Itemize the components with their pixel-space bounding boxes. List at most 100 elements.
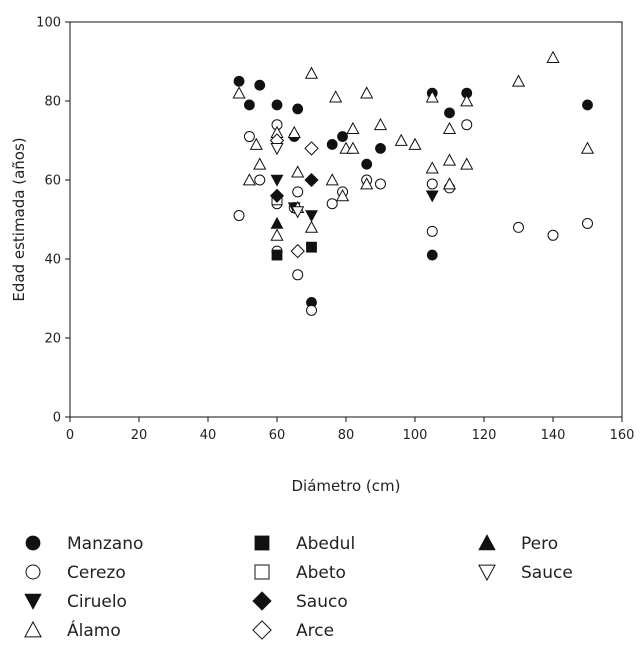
x-tick-label: 140 — [541, 428, 566, 443]
point-alamo — [329, 90, 343, 103]
point-alamo — [360, 177, 374, 190]
point-alamo — [270, 228, 284, 241]
point-manzano — [337, 131, 348, 142]
point-sauce — [270, 143, 284, 156]
legend-marker-abedul — [254, 535, 270, 551]
legend-marker-ciruelo — [24, 593, 42, 610]
point-manzano — [292, 103, 304, 115]
x-tick-label: 100 — [403, 428, 428, 443]
point-alamo — [291, 165, 305, 178]
y-axis-title: Edad estimada (años) — [10, 137, 28, 301]
point-alamo — [249, 137, 263, 150]
x-tick-label: 20 — [131, 428, 148, 443]
point-cerezo — [306, 304, 317, 316]
legend-marker-sauce — [478, 564, 496, 582]
point-alamo — [442, 121, 457, 135]
y-tick-label: 20 — [44, 332, 61, 347]
point-arce — [290, 243, 305, 259]
point-cerezo — [426, 178, 438, 190]
point-alamo — [580, 141, 595, 154]
point-manzano — [444, 107, 455, 119]
point-alamo — [242, 173, 256, 186]
x-tick-label: 120 — [472, 428, 497, 443]
point-manzano — [243, 99, 255, 111]
point-alamo — [511, 74, 526, 87]
legend-label: Sauco — [296, 592, 348, 612]
point-alamo — [287, 125, 301, 138]
point-sauco — [269, 188, 285, 203]
legend-label: Cerezo — [67, 563, 126, 583]
point-cerezo — [461, 119, 473, 131]
point-cerezo — [233, 210, 245, 222]
legend-label: Arce — [296, 621, 334, 641]
point-cerezo — [547, 229, 559, 241]
point-manzano — [233, 75, 245, 87]
point-alamo — [373, 117, 388, 131]
point-manzano — [375, 142, 386, 154]
point-sauce — [291, 206, 305, 219]
point-cerezo — [292, 269, 304, 281]
legend-label: Abedul — [296, 534, 355, 554]
x-tick-label: 40 — [200, 428, 217, 443]
y-tick-label: 80 — [44, 95, 61, 110]
x-axis-title: Diámetro (cm) — [292, 477, 401, 495]
point-alamo — [394, 133, 408, 146]
point-manzano — [361, 158, 373, 170]
point-alamo — [408, 137, 422, 150]
point-ciruelo — [270, 174, 284, 187]
data-points — [232, 50, 595, 316]
x-tick-label: 60 — [269, 428, 286, 443]
legend-marker-arce — [252, 620, 272, 640]
x-tick-label: 0 — [66, 428, 74, 443]
point-abedul — [306, 241, 317, 253]
point-manzano — [326, 139, 338, 150]
legend-item-abeto: Abeto — [254, 563, 346, 583]
legend-marker-alamo — [24, 620, 42, 638]
legend-item-ciruelo: Ciruelo — [24, 592, 127, 612]
point-alamo — [442, 177, 457, 190]
y-tick-label: 40 — [44, 253, 61, 268]
legend-label: Ciruelo — [67, 592, 127, 612]
legend-item-cerezo: Cerezo — [25, 563, 126, 583]
point-alamo — [325, 173, 339, 186]
point-alamo — [346, 141, 360, 154]
y-tick-label: 100 — [36, 16, 61, 31]
plot-frame — [69, 21, 623, 418]
point-cerezo — [513, 221, 524, 233]
point-alamo — [442, 153, 457, 166]
point-alamo — [460, 157, 474, 170]
legend-item-alamo: Álamo — [24, 619, 121, 641]
legend-label: Álamo — [67, 619, 121, 641]
point-alamo — [546, 50, 560, 63]
point-alamo — [304, 220, 319, 233]
point-alamo — [425, 90, 439, 103]
point-cerezo — [426, 225, 438, 237]
axes: 0 20 40 60 80 100 120 140 160 0 20 40 60 80 100 Diámetr… — [10, 16, 634, 496]
point-abedul — [271, 249, 283, 261]
legend-item-sauco: Sauco — [252, 591, 348, 612]
point-cerezo — [375, 178, 386, 190]
legend-label: Manzano — [67, 534, 143, 554]
legend-label: Pero — [521, 534, 558, 554]
point-alamo — [335, 188, 350, 202]
legend-label: Sauce — [521, 563, 573, 583]
point-cerezo — [243, 131, 255, 143]
point-cerezo — [326, 198, 338, 210]
legend-item-manzano: Manzano — [25, 534, 143, 554]
point-sauco — [304, 172, 319, 188]
point-manzano — [582, 99, 593, 111]
x-tick-label: 160 — [610, 428, 635, 443]
point-arce — [304, 141, 319, 156]
point-alamo — [346, 121, 360, 135]
y-tick-label: 0 — [53, 411, 61, 426]
y-tick-label: 60 — [44, 174, 61, 189]
legend-marker-cerezo — [25, 564, 41, 580]
legend-item-arce: Arce — [252, 620, 334, 641]
legend-item-sauce: Sauce — [478, 563, 573, 583]
point-alamo — [232, 86, 246, 99]
point-manzano — [426, 249, 438, 261]
point-manzano — [271, 99, 283, 111]
point-manzano — [254, 79, 266, 91]
point-cerezo — [582, 217, 593, 229]
